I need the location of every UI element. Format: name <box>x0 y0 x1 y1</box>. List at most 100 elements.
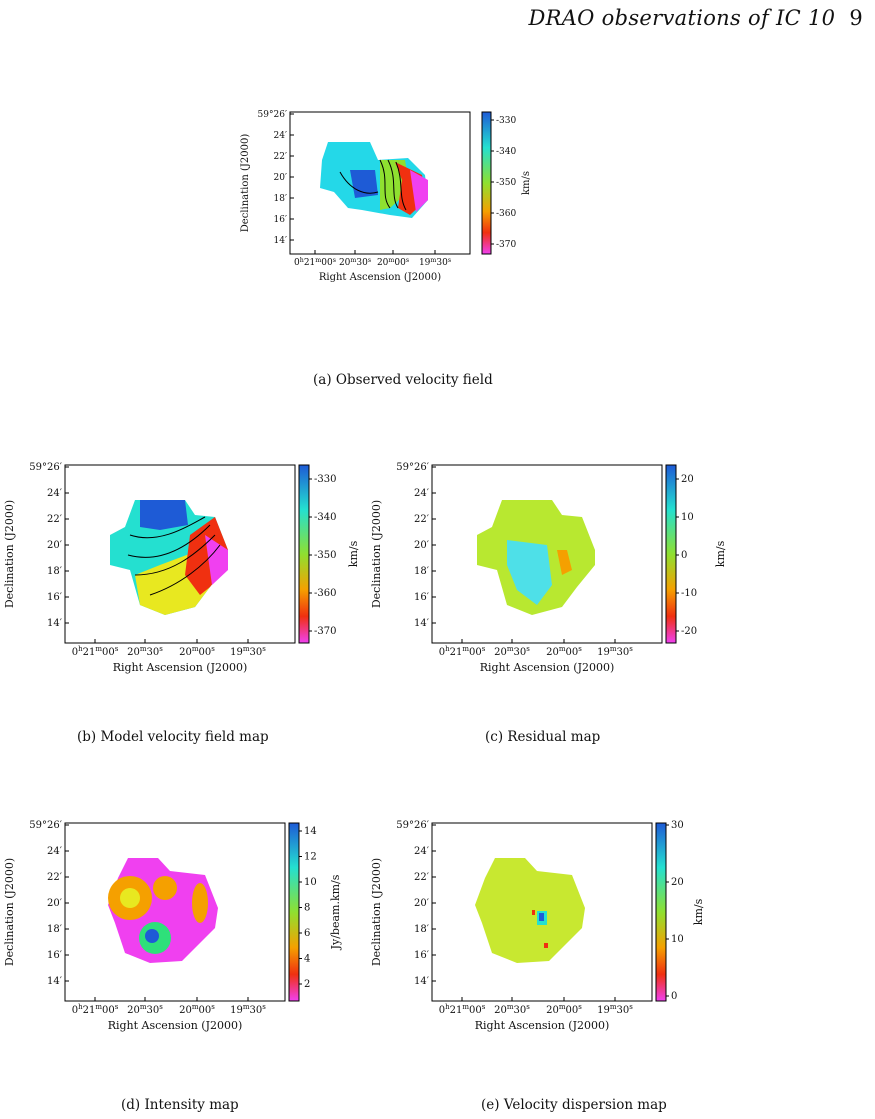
x-tick-label: 20m30s <box>339 257 371 269</box>
colorbar <box>288 822 300 1002</box>
y-tick-label: 24′ <box>414 488 430 499</box>
colorbar-label: km/s <box>521 171 532 195</box>
colorbar-tick-label: 20 <box>671 877 684 888</box>
caption-e: (e) Velocity dispersion map <box>481 1097 667 1113</box>
colorbar-tick-label: -350 <box>496 178 516 188</box>
x-axis-label: Right Ascension (J2000) <box>108 1019 243 1032</box>
colorbar-label: Jy/beam.km/s <box>329 874 342 950</box>
running-head-title: DRAO observations of IC 10 <box>528 6 836 30</box>
colorbar-tick-label: -360 <box>314 588 336 599</box>
y-tick-label: 22′ <box>47 872 63 883</box>
y-tick-label: 20′ <box>47 540 63 551</box>
colorbar-tick-label: -330 <box>314 474 336 485</box>
colorbar-label: km/s <box>714 540 727 567</box>
y-tick-label: 14′ <box>414 976 430 987</box>
colorbar-tick-label: 10 <box>671 934 684 945</box>
x-tick-label: 0h21m00s <box>72 645 119 658</box>
colorbar-tick-label: 12 <box>304 852 317 863</box>
y-tick-label: 22′ <box>414 872 430 883</box>
colorbar-label: km/s <box>692 898 705 925</box>
y-tick-label: 59°26′ <box>29 820 62 831</box>
y-tick-label: 20′ <box>47 898 63 909</box>
colorbar-tick-label: -370 <box>496 240 516 250</box>
y-tick-label: 14′ <box>47 618 63 629</box>
colorbar <box>481 111 492 255</box>
y-tick-label: 24′ <box>47 488 63 499</box>
colorbar-tick-label: 30 <box>671 820 684 831</box>
colorbar-tick-label: 0 <box>681 550 687 561</box>
x-tick-label: 0h21m00s <box>72 1003 119 1016</box>
caption-b: (b) Model velocity field map <box>77 729 269 745</box>
y-tick-label: 16′ <box>47 950 63 961</box>
y-tick-label: 18′ <box>47 566 63 577</box>
x-tick-label: 19m30s <box>419 257 451 269</box>
y-tick-label: 16′ <box>47 592 63 603</box>
page-number: 9 <box>849 6 863 30</box>
x-tick-label: 20m00s <box>179 645 215 658</box>
residual-map <box>477 500 595 615</box>
y-tick-label: 18′ <box>47 924 63 935</box>
y-tick-label: 22′ <box>274 152 288 162</box>
y-tick-label: 59°26′ <box>29 462 62 473</box>
x-tick-label: 19m30s <box>597 1003 633 1016</box>
y-tick-label: 18′ <box>414 924 430 935</box>
x-tick-label: 20m00s <box>546 645 582 658</box>
x-tick-label: 20m30s <box>494 645 530 658</box>
colorbar-tick-label: -340 <box>314 512 336 523</box>
colorbar <box>665 464 677 644</box>
y-tick-label: 59°26′ <box>258 110 287 120</box>
y-tick-label: 16′ <box>414 950 430 961</box>
y-tick-label: 16′ <box>274 215 288 225</box>
x-tick-label: 20m00s <box>179 1003 215 1016</box>
x-tick-label: 19m30s <box>230 645 266 658</box>
x-tick-label: 20m00s <box>377 257 409 269</box>
colorbar-tick-label: 20 <box>681 474 694 485</box>
y-tick-label: 24′ <box>47 846 63 857</box>
x-axis-label: Right Ascension (J2000) <box>319 272 441 283</box>
colorbar-tick-label: 0 <box>671 991 677 1002</box>
x-tick-label: 0h21m00s <box>439 1003 486 1016</box>
panel-intensity: 59°26′ 24′ 22′ 20′ 18′ 16′ 14′ 0h21m00s 20m30s 20… <box>0 813 375 1033</box>
colorbar-tick-label: -330 <box>496 116 516 126</box>
x-tick-label: 0h21m00s <box>439 645 486 658</box>
colorbar-tick-label: 4 <box>304 954 310 965</box>
y-tick-label: 22′ <box>414 514 430 525</box>
colorbar-tick-label: -10 <box>681 588 697 599</box>
panel-model-velocity: 59°26′ 24′ 22′ 20′ 18′ 16′ 14′ 0h21m00s 20m30s 20… <box>0 455 375 675</box>
colorbar-label: km/s <box>347 540 360 567</box>
x-tick-label: 20m30s <box>127 1003 163 1016</box>
x-axis-label: Right Ascension (J2000) <box>480 661 615 674</box>
caption-d: (d) Intensity map <box>121 1097 239 1113</box>
y-tick-label: 14′ <box>414 618 430 629</box>
y-tick-label: 24′ <box>274 131 288 141</box>
model-velocity-map <box>110 500 228 615</box>
y-tick-label: 14′ <box>47 976 63 987</box>
x-tick-label: 0h21m00s <box>294 257 336 269</box>
caption-c: (c) Residual map <box>485 729 601 745</box>
x-tick-label: 20m30s <box>127 645 163 658</box>
colorbar-tick-label: 10 <box>681 512 694 523</box>
colorbar-tick-label: -340 <box>496 147 516 157</box>
x-tick-label: 20m30s <box>494 1003 530 1016</box>
colorbar-tick-label: 6 <box>304 928 310 939</box>
y-tick-label: 20′ <box>414 898 430 909</box>
y-tick-label: 16′ <box>414 592 430 603</box>
colorbar-tick-label: 8 <box>304 903 310 914</box>
y-tick-label: 20′ <box>414 540 430 551</box>
colorbar-tick-label: -350 <box>314 550 336 561</box>
y-tick-label: 14′ <box>274 236 288 246</box>
model-velocity-plot: 59°26′ 24′ 22′ 20′ 18′ 16′ 14′ 0h21m00s 20m30s 20… <box>3 462 360 674</box>
x-tick-label: 19m30s <box>597 645 633 658</box>
x-axis-label: Right Ascension (J2000) <box>475 1019 610 1032</box>
colorbar-tick-label: -370 <box>314 626 336 637</box>
running-head: DRAO observations of IC 10 9 <box>528 6 863 30</box>
velocity-dispersion-plot: 59°26′ 24′ 22′ 20′ 18′ 16′ 14′ 0h21m00s 20m30s 20… <box>370 820 705 1032</box>
x-axis-label: Right Ascension (J2000) <box>113 661 248 674</box>
intensity-map <box>108 858 218 963</box>
y-axis-label: Declination (J2000) <box>240 134 251 233</box>
colorbar-tick-label: -360 <box>496 209 516 219</box>
y-tick-label: 18′ <box>274 194 288 204</box>
panel-velocity-dispersion: 59°26′ 24′ 22′ 20′ 18′ 16′ 14′ 0h21m00s 20m30s 20… <box>367 813 742 1033</box>
colorbar <box>298 464 310 644</box>
colorbar-tick-label: 10 <box>304 877 317 888</box>
